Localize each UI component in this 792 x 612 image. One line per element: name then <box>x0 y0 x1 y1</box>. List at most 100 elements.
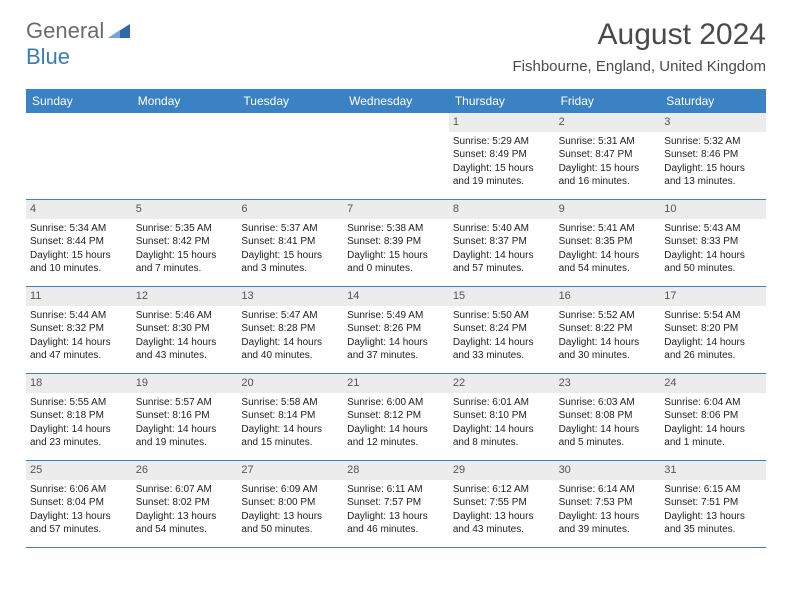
day-cell: 18Sunrise: 5:55 AMSunset: 8:18 PMDayligh… <box>26 374 132 460</box>
day-cell: 11Sunrise: 5:44 AMSunset: 8:32 PMDayligh… <box>26 287 132 373</box>
sunrise-text: Sunrise: 5:40 AM <box>453 222 551 236</box>
day-number: 25 <box>26 461 132 480</box>
day-number: 23 <box>555 374 661 393</box>
page-title: August 2024 <box>513 18 767 52</box>
daylight-text: Daylight: 14 hours and 37 minutes. <box>347 336 445 363</box>
sunset-text: Sunset: 8:30 PM <box>136 322 234 336</box>
sunrise-text: Sunrise: 5:52 AM <box>559 309 657 323</box>
sunset-text: Sunset: 8:18 PM <box>30 409 128 423</box>
sunrise-text: Sunrise: 6:04 AM <box>664 396 762 410</box>
sunrise-text: Sunrise: 6:11 AM <box>347 483 445 497</box>
brand-text-general: General <box>26 18 104 44</box>
day-number: 13 <box>237 287 343 306</box>
daylight-text: Daylight: 14 hours and 15 minutes. <box>241 423 339 450</box>
sunset-text: Sunset: 8:02 PM <box>136 496 234 510</box>
sunrise-text: Sunrise: 6:14 AM <box>559 483 657 497</box>
daylight-text: Daylight: 13 hours and 57 minutes. <box>30 510 128 537</box>
day-cell: 5Sunrise: 5:35 AMSunset: 8:42 PMDaylight… <box>132 200 238 286</box>
sunrise-text: Sunrise: 5:32 AM <box>664 135 762 149</box>
calendar: SundayMondayTuesdayWednesdayThursdayFrid… <box>26 89 766 548</box>
day-cell: . <box>237 113 343 199</box>
sunset-text: Sunset: 8:06 PM <box>664 409 762 423</box>
daylight-text: Daylight: 14 hours and 40 minutes. <box>241 336 339 363</box>
daylight-text: Daylight: 14 hours and 47 minutes. <box>30 336 128 363</box>
weeks-container: ....1Sunrise: 5:29 AMSunset: 8:49 PMDayl… <box>26 113 766 548</box>
sunset-text: Sunset: 8:20 PM <box>664 322 762 336</box>
day-number: 29 <box>449 461 555 480</box>
week-row: 4Sunrise: 5:34 AMSunset: 8:44 PMDaylight… <box>26 200 766 287</box>
sunset-text: Sunset: 8:35 PM <box>559 235 657 249</box>
daylight-text: Daylight: 14 hours and 8 minutes. <box>453 423 551 450</box>
day-number: 30 <box>555 461 661 480</box>
sunset-text: Sunset: 8:37 PM <box>453 235 551 249</box>
daylight-text: Daylight: 13 hours and 50 minutes. <box>241 510 339 537</box>
sunrise-text: Sunrise: 5:37 AM <box>241 222 339 236</box>
day-cell: 27Sunrise: 6:09 AMSunset: 8:00 PMDayligh… <box>237 461 343 547</box>
brand-triangle-icon <box>108 20 130 43</box>
week-row: 11Sunrise: 5:44 AMSunset: 8:32 PMDayligh… <box>26 287 766 374</box>
day-cell: . <box>26 113 132 199</box>
daylight-text: Daylight: 15 hours and 19 minutes. <box>453 162 551 189</box>
day-cell: 2Sunrise: 5:31 AMSunset: 8:47 PMDaylight… <box>555 113 661 199</box>
day-number: 26 <box>132 461 238 480</box>
weekday-header: Friday <box>555 89 661 113</box>
day-number: 1 <box>449 113 555 132</box>
day-cell: 6Sunrise: 5:37 AMSunset: 8:41 PMDaylight… <box>237 200 343 286</box>
week-row: 25Sunrise: 6:06 AMSunset: 8:04 PMDayligh… <box>26 461 766 548</box>
sunset-text: Sunset: 7:55 PM <box>453 496 551 510</box>
sunrise-text: Sunrise: 5:31 AM <box>559 135 657 149</box>
day-cell: 7Sunrise: 5:38 AMSunset: 8:39 PMDaylight… <box>343 200 449 286</box>
sunset-text: Sunset: 8:44 PM <box>30 235 128 249</box>
sunrise-text: Sunrise: 6:01 AM <box>453 396 551 410</box>
week-row: 18Sunrise: 5:55 AMSunset: 8:18 PMDayligh… <box>26 374 766 461</box>
sunrise-text: Sunrise: 5:41 AM <box>559 222 657 236</box>
day-cell: 30Sunrise: 6:14 AMSunset: 7:53 PMDayligh… <box>555 461 661 547</box>
sunrise-text: Sunrise: 5:35 AM <box>136 222 234 236</box>
weekday-header: Thursday <box>449 89 555 113</box>
sunset-text: Sunset: 8:47 PM <box>559 148 657 162</box>
day-cell: 20Sunrise: 5:58 AMSunset: 8:14 PMDayligh… <box>237 374 343 460</box>
day-number: 21 <box>343 374 449 393</box>
daylight-text: Daylight: 13 hours and 35 minutes. <box>664 510 762 537</box>
day-cell: 23Sunrise: 6:03 AMSunset: 8:08 PMDayligh… <box>555 374 661 460</box>
page-subtitle: Fishbourne, England, United Kingdom <box>513 58 767 75</box>
weekday-header: Tuesday <box>237 89 343 113</box>
day-cell: 28Sunrise: 6:11 AMSunset: 7:57 PMDayligh… <box>343 461 449 547</box>
sunrise-text: Sunrise: 6:06 AM <box>30 483 128 497</box>
sunrise-text: Sunrise: 5:34 AM <box>30 222 128 236</box>
weekday-header: Wednesday <box>343 89 449 113</box>
day-cell: 22Sunrise: 6:01 AMSunset: 8:10 PMDayligh… <box>449 374 555 460</box>
daylight-text: Daylight: 14 hours and 30 minutes. <box>559 336 657 363</box>
day-cell: 4 Sunrise: 5:34 AMSunset: 8:44 PMDaylight… <box>26 200 132 286</box>
sunset-text: Sunset: 8:49 PM <box>453 148 551 162</box>
sunrise-text: Sunrise: 6:00 AM <box>347 396 445 410</box>
daylight-text: Daylight: 14 hours and 57 minutes. <box>453 249 551 276</box>
sunrise-text: Sunrise: 5:43 AM <box>664 222 762 236</box>
sunrise-text: Sunrise: 5:49 AM <box>347 309 445 323</box>
sunset-text: Sunset: 7:51 PM <box>664 496 762 510</box>
sunrise-text: Sunrise: 6:09 AM <box>241 483 339 497</box>
sunset-text: Sunset: 8:33 PM <box>664 235 762 249</box>
daylight-text: Daylight: 14 hours and 54 minutes. <box>559 249 657 276</box>
day-cell: 13Sunrise: 5:47 AMSunset: 8:28 PMDayligh… <box>237 287 343 373</box>
day-cell: 8Sunrise: 5:40 AMSunset: 8:37 PMDaylight… <box>449 200 555 286</box>
day-number: 5 <box>132 200 238 219</box>
sunrise-text: Sunrise: 6:03 AM <box>559 396 657 410</box>
day-number: 3 <box>660 113 766 132</box>
day-number: 4 <box>26 200 132 219</box>
day-cell: 12Sunrise: 5:46 AMSunset: 8:30 PMDayligh… <box>132 287 238 373</box>
weekday-header-row: SundayMondayTuesdayWednesdayThursdayFrid… <box>26 89 766 113</box>
sunrise-text: Sunrise: 6:15 AM <box>664 483 762 497</box>
day-cell: 19Sunrise: 5:57 AMSunset: 8:16 PMDayligh… <box>132 374 238 460</box>
day-number: 14 <box>343 287 449 306</box>
day-number: 27 <box>237 461 343 480</box>
daylight-text: Daylight: 15 hours and 3 minutes. <box>241 249 339 276</box>
daylight-text: Daylight: 13 hours and 54 minutes. <box>136 510 234 537</box>
day-cell: . <box>343 113 449 199</box>
day-number: 10 <box>660 200 766 219</box>
day-number: 20 <box>237 374 343 393</box>
daylight-text: Daylight: 15 hours and 10 minutes. <box>30 249 128 276</box>
sunset-text: Sunset: 8:10 PM <box>453 409 551 423</box>
brand-text-blue: Blue <box>26 44 70 69</box>
day-cell: 10Sunrise: 5:43 AMSunset: 8:33 PMDayligh… <box>660 200 766 286</box>
